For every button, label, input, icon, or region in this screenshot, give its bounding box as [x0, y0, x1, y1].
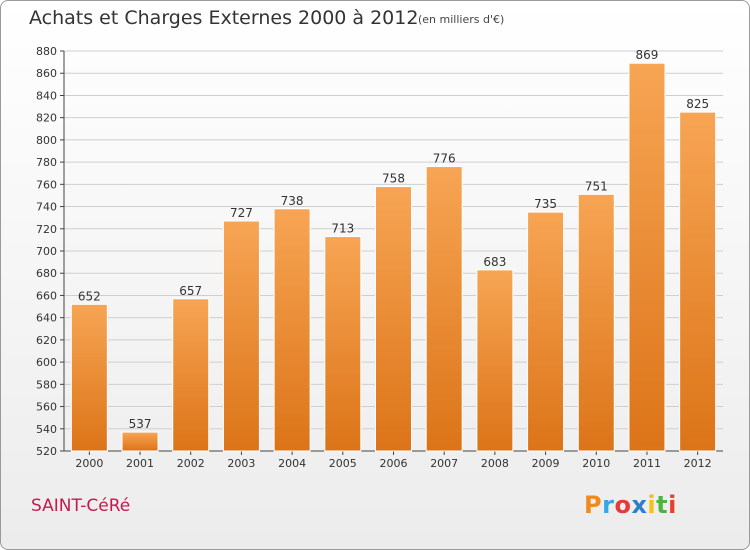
y-tick-label: 720 [36, 223, 57, 236]
y-tick-label: 540 [36, 423, 57, 436]
bar-value-label: 825 [686, 97, 709, 111]
y-tick-label: 560 [36, 401, 57, 414]
x-tick-label: 2006 [380, 457, 408, 470]
y-tick-label: 800 [36, 134, 57, 147]
x-tick-label: 2002 [177, 457, 205, 470]
x-tick-label: 2003 [227, 457, 255, 470]
bar-value-label: 727 [230, 206, 253, 220]
x-tick-label: 2011 [633, 457, 661, 470]
y-tick-label: 700 [36, 245, 57, 258]
bar [70, 303, 108, 452]
logo-letter: r [602, 491, 615, 519]
y-tick-label: 740 [36, 201, 57, 214]
x-tick-label: 2001 [126, 457, 154, 470]
y-tick-label: 860 [36, 67, 57, 80]
bar-value-label: 738 [281, 194, 304, 208]
y-tick-label: 600 [36, 356, 57, 369]
bar-value-label: 751 [585, 179, 608, 193]
x-tick-label: 2005 [329, 457, 357, 470]
bar-value-label: 758 [382, 172, 405, 186]
y-tick-label: 820 [36, 112, 57, 125]
y-tick-label: 580 [36, 378, 57, 391]
logo-letter: t [656, 491, 669, 519]
bar [476, 269, 514, 452]
y-tick-label: 840 [36, 89, 57, 102]
y-tick-label: 780 [36, 156, 57, 169]
x-tick-label: 2000 [75, 457, 103, 470]
chart-subtitle: (en milliers d'€) [418, 13, 505, 26]
y-tick-label: 880 [36, 45, 57, 58]
place-name: SAINT-CéRé [31, 496, 131, 516]
bar-value-label: 683 [483, 255, 506, 269]
x-tick-label: 2008 [481, 457, 509, 470]
bar [577, 193, 615, 452]
bar [628, 62, 666, 452]
chart-title: Achats et Charges Externes 2000 à 2012 [29, 7, 419, 29]
x-tick-label: 2007 [430, 457, 458, 470]
bar [425, 166, 463, 452]
proxiti-logo: Proxiti [584, 491, 677, 519]
bar [121, 431, 159, 452]
bar [324, 236, 362, 452]
x-tick-label: 2010 [582, 457, 610, 470]
bar [172, 298, 210, 452]
y-tick-label: 760 [36, 178, 57, 191]
x-tick-label: 2012 [684, 457, 712, 470]
y-tick-label: 680 [36, 267, 57, 280]
bar-value-label: 537 [129, 417, 152, 431]
bars [70, 62, 717, 452]
y-tick-label: 660 [36, 289, 57, 302]
logo-letter: i [668, 491, 677, 519]
bar [273, 208, 311, 452]
y-tick-label: 520 [36, 445, 57, 458]
bar-value-label: 735 [534, 197, 557, 211]
bar-value-label: 713 [331, 222, 354, 236]
bar [679, 111, 717, 452]
x-tick-label: 2009 [532, 457, 560, 470]
bar [375, 186, 412, 452]
logo-letter: P [584, 491, 603, 519]
x-tick-label: 2004 [278, 457, 306, 470]
labels: 520 540 560 580 600 620 640 660 680 700 720 740 760 7… [36, 45, 712, 470]
logo-letter: x [631, 491, 648, 519]
bar [222, 220, 260, 452]
bar-value-label: 776 [433, 152, 456, 166]
y-tick-label: 640 [36, 312, 57, 325]
bar [527, 211, 565, 452]
logo-letter: o [614, 491, 632, 519]
bar-value-label: 657 [179, 284, 202, 298]
bar-value-label: 869 [636, 48, 659, 62]
y-tick-label: 620 [36, 334, 57, 347]
logo-letter: i [647, 491, 657, 519]
bar-value-label: 652 [78, 289, 101, 303]
